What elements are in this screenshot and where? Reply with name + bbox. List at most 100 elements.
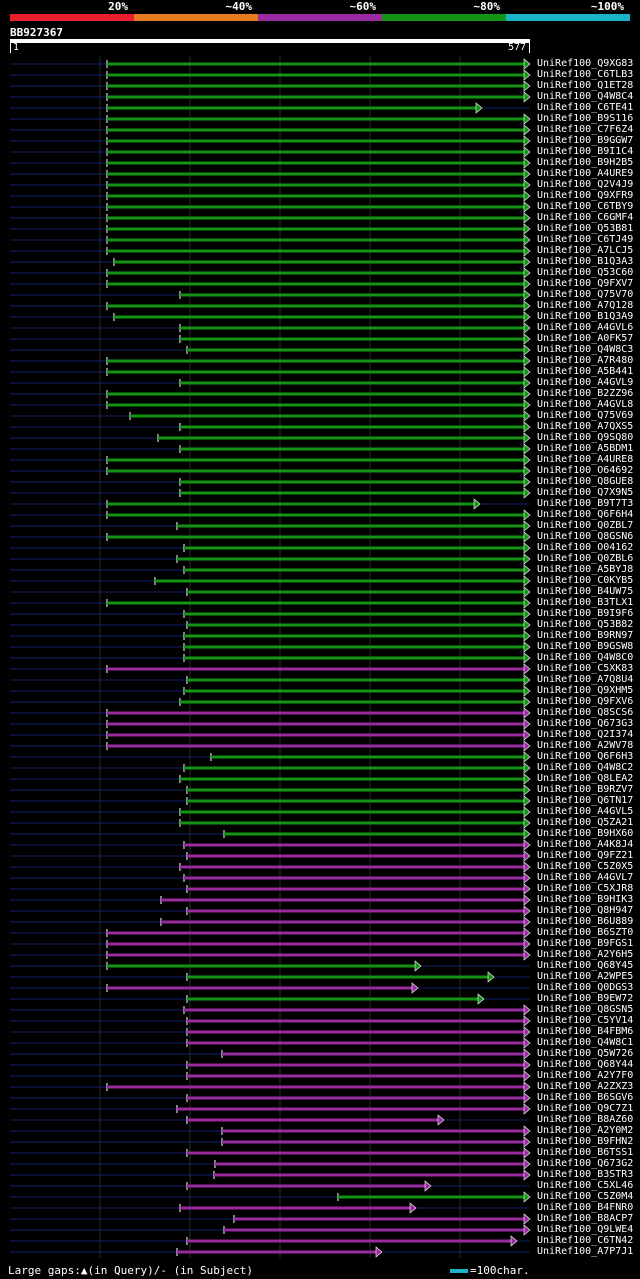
- hit-row[interactable]: [10, 113, 531, 125]
- hit-label[interactable]: UniRef100_A4URE8: [537, 454, 634, 465]
- hit-row[interactable]: [10, 476, 531, 488]
- hit-row[interactable]: [10, 179, 531, 191]
- hit-label[interactable]: UniRef100_C0KYB5: [537, 575, 634, 586]
- hit-row[interactable]: [10, 190, 531, 202]
- hit-row[interactable]: [10, 520, 531, 532]
- hit-label[interactable]: UniRef100_Q9FXV6: [537, 696, 634, 707]
- hit-label[interactable]: UniRef100_O64692: [537, 465, 634, 476]
- hit-row[interactable]: [10, 498, 530, 510]
- hit-label[interactable]: UniRef100_B9GGW7: [537, 135, 634, 146]
- hit-row[interactable]: [10, 949, 531, 961]
- hit-row[interactable]: [10, 322, 531, 334]
- hit-row[interactable]: [10, 982, 530, 994]
- hit-label[interactable]: UniRef100_B9FHN2: [537, 1136, 634, 1147]
- hit-label[interactable]: UniRef100_Q9XHM5: [537, 685, 634, 696]
- hit-label[interactable]: UniRef100_Q7X9N5: [537, 487, 634, 498]
- hit-label[interactable]: UniRef100_B3TLX1: [537, 597, 634, 608]
- hit-label[interactable]: UniRef100_Q6F6H4: [537, 509, 634, 520]
- hit-row[interactable]: [10, 267, 531, 279]
- hit-label[interactable]: UniRef100_Q6F6H3: [537, 751, 634, 762]
- hit-label[interactable]: UniRef100_B2ZZ96: [537, 388, 634, 399]
- hit-row[interactable]: [10, 784, 531, 796]
- hit-label[interactable]: UniRef100_B9I1C4: [537, 146, 634, 157]
- hit-row[interactable]: [10, 839, 531, 851]
- hit-label[interactable]: UniRef100_C5XK83: [537, 663, 634, 674]
- hit-row[interactable]: [10, 146, 531, 158]
- hit-row[interactable]: [10, 234, 531, 246]
- hit-row[interactable]: [10, 1114, 530, 1126]
- hit-label[interactable]: UniRef100_C5YV14: [537, 1015, 634, 1026]
- hit-row[interactable]: [10, 773, 531, 785]
- hit-label[interactable]: UniRef100_B6TSS1: [537, 1147, 634, 1158]
- hit-label[interactable]: UniRef100_A7R480: [537, 355, 634, 366]
- hit-row[interactable]: [10, 1136, 531, 1148]
- hit-label[interactable]: UniRef100_C5Z0X5: [537, 861, 634, 872]
- hit-label[interactable]: UniRef100_Q9FZ21: [537, 850, 634, 861]
- hit-row[interactable]: [10, 1103, 531, 1115]
- hit-row[interactable]: [10, 575, 531, 587]
- hit-label[interactable]: UniRef100_Q9C7Z1: [537, 1103, 634, 1114]
- hit-row[interactable]: [10, 58, 531, 70]
- hit-label[interactable]: UniRef100_B9GSW8: [537, 641, 634, 652]
- hit-label[interactable]: UniRef100_Q4W8C4: [537, 91, 634, 102]
- hit-row[interactable]: [10, 993, 530, 1005]
- hit-row[interactable]: [10, 399, 531, 411]
- hit-row[interactable]: [10, 289, 531, 301]
- hit-label[interactable]: UniRef100_O04162: [537, 542, 634, 553]
- hit-row[interactable]: [10, 421, 531, 433]
- hit-row[interactable]: [10, 663, 531, 675]
- hit-label[interactable]: UniRef100_C6TN42: [537, 1235, 634, 1246]
- hit-row[interactable]: [10, 696, 531, 708]
- hit-label[interactable]: UniRef100_A4GVL6: [537, 322, 634, 333]
- hit-row[interactable]: [10, 608, 531, 620]
- hit-row[interactable]: [10, 223, 531, 235]
- hit-label[interactable]: UniRef100_Q6TN17: [537, 795, 634, 806]
- hit-row[interactable]: [10, 1004, 531, 1016]
- hit-row[interactable]: [10, 1092, 531, 1104]
- hit-label[interactable]: UniRef100_C5XL46: [537, 1180, 634, 1191]
- hit-label[interactable]: UniRef100_B9HX60: [537, 828, 634, 839]
- hit-row[interactable]: [10, 806, 531, 818]
- hit-label[interactable]: UniRef100_Q0ZBL7: [537, 520, 634, 531]
- hit-row[interactable]: [10, 69, 531, 81]
- hit-label[interactable]: UniRef100_Q8LEA2: [537, 773, 634, 784]
- hit-label[interactable]: UniRef100_A2WPE5: [537, 971, 634, 982]
- hit-label[interactable]: UniRef100_A5BDM1: [537, 443, 634, 454]
- hit-row[interactable]: [10, 410, 531, 422]
- hit-row[interactable]: [10, 1180, 530, 1192]
- hit-label[interactable]: UniRef100_A4GVL7: [537, 872, 634, 883]
- hit-row[interactable]: [10, 707, 531, 719]
- hit-row[interactable]: [10, 1059, 531, 1071]
- hit-label[interactable]: UniRef100_A4URE9: [537, 168, 634, 179]
- hit-row[interactable]: [10, 1048, 531, 1060]
- hit-label[interactable]: UniRef100_Q53B82: [537, 619, 634, 630]
- hit-label[interactable]: UniRef100_B8AZ60: [537, 1114, 634, 1125]
- hit-label[interactable]: UniRef100_Q673G2: [537, 1158, 634, 1169]
- hit-row[interactable]: [10, 157, 531, 169]
- hit-row[interactable]: [10, 916, 531, 928]
- hit-row[interactable]: [10, 586, 531, 598]
- hit-row[interactable]: [10, 883, 531, 895]
- hit-row[interactable]: [10, 388, 531, 400]
- hit-row[interactable]: [10, 740, 531, 752]
- hit-label[interactable]: UniRef100_C5Z0M4: [537, 1191, 634, 1202]
- hit-label[interactable]: UniRef100_A7Q128: [537, 300, 634, 311]
- hit-row[interactable]: [10, 201, 531, 213]
- hit-row[interactable]: [10, 1070, 531, 1082]
- hit-row[interactable]: [10, 817, 531, 829]
- hit-row[interactable]: [10, 355, 531, 367]
- hit-label[interactable]: UniRef100_Q9LWE4: [537, 1224, 634, 1235]
- hit-row[interactable]: [10, 542, 531, 554]
- hit-label[interactable]: UniRef100_B9H2B5: [537, 157, 634, 168]
- hit-label[interactable]: UniRef100_Q53B81: [537, 223, 634, 234]
- hit-label[interactable]: UniRef100_Q4W8C2: [537, 762, 634, 773]
- hit-row[interactable]: [10, 487, 531, 499]
- hit-label[interactable]: UniRef100_Q9XFR9: [537, 190, 634, 201]
- hit-row[interactable]: [10, 344, 531, 356]
- hit-row[interactable]: [10, 1026, 531, 1038]
- hit-row[interactable]: [10, 300, 531, 312]
- hit-label[interactable]: UniRef100_Q75V69: [537, 410, 634, 421]
- hit-label[interactable]: UniRef100_Q2V4J9: [537, 179, 634, 190]
- hit-row[interactable]: [10, 102, 530, 114]
- hit-row[interactable]: [10, 751, 531, 763]
